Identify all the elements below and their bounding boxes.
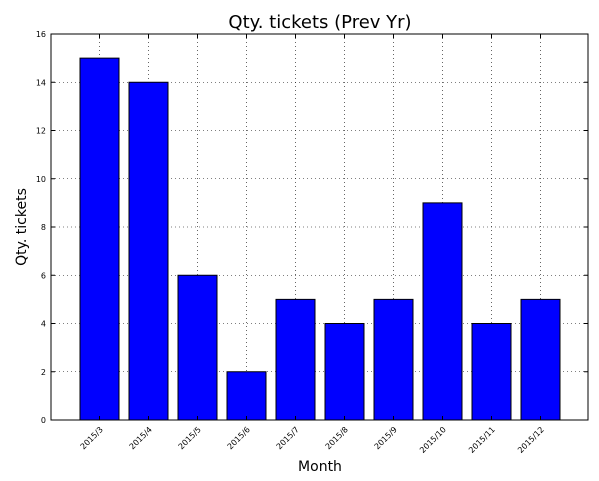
y-tick-label: 16 [36, 30, 46, 39]
bar [226, 371, 267, 421]
x-tick-label: 2015/4 [128, 425, 154, 451]
y-tick-label: 14 [36, 78, 46, 87]
x-tick-label: 2015/11 [467, 425, 497, 455]
bar [177, 274, 218, 421]
y-tick-label: 0 [41, 416, 46, 425]
x-tick-label: 2015/12 [516, 425, 546, 455]
y-axis-label: Qty. tickets [14, 188, 30, 266]
bar [79, 57, 120, 421]
x-tick-label: 2015/6 [226, 425, 252, 451]
bar [373, 298, 414, 421]
bars [79, 57, 561, 421]
y-tick-label: 6 [41, 271, 46, 280]
bar [422, 202, 463, 421]
y-tick-label: 12 [36, 127, 46, 136]
bar [275, 298, 316, 421]
x-axis-label: Month [298, 459, 342, 475]
chart-title: Qty. tickets (Prev Yr) [228, 12, 411, 33]
grid-lines [51, 34, 588, 420]
x-tick-label: 2015/9 [373, 425, 399, 451]
bar [324, 323, 365, 421]
x-tick-label: 2015/7 [275, 425, 301, 451]
x-tick-label: 2015/5 [177, 425, 203, 451]
x-tick-label: 2015/10 [418, 425, 448, 455]
x-tick-label: 2015/3 [79, 425, 105, 451]
bar [471, 323, 512, 421]
plot-frame [50, 33, 589, 421]
x-tick-label: 2015/8 [324, 425, 350, 451]
bar [128, 81, 169, 421]
y-tick-label: 4 [41, 320, 46, 329]
y-tick-label: 8 [41, 223, 46, 232]
bar [520, 298, 561, 421]
y-axis-ticks: 0 2 4 6 8 10 12 14 16 [36, 30, 588, 425]
y-tick-label: 2 [41, 368, 46, 377]
y-tick-label: 10 [36, 175, 46, 184]
